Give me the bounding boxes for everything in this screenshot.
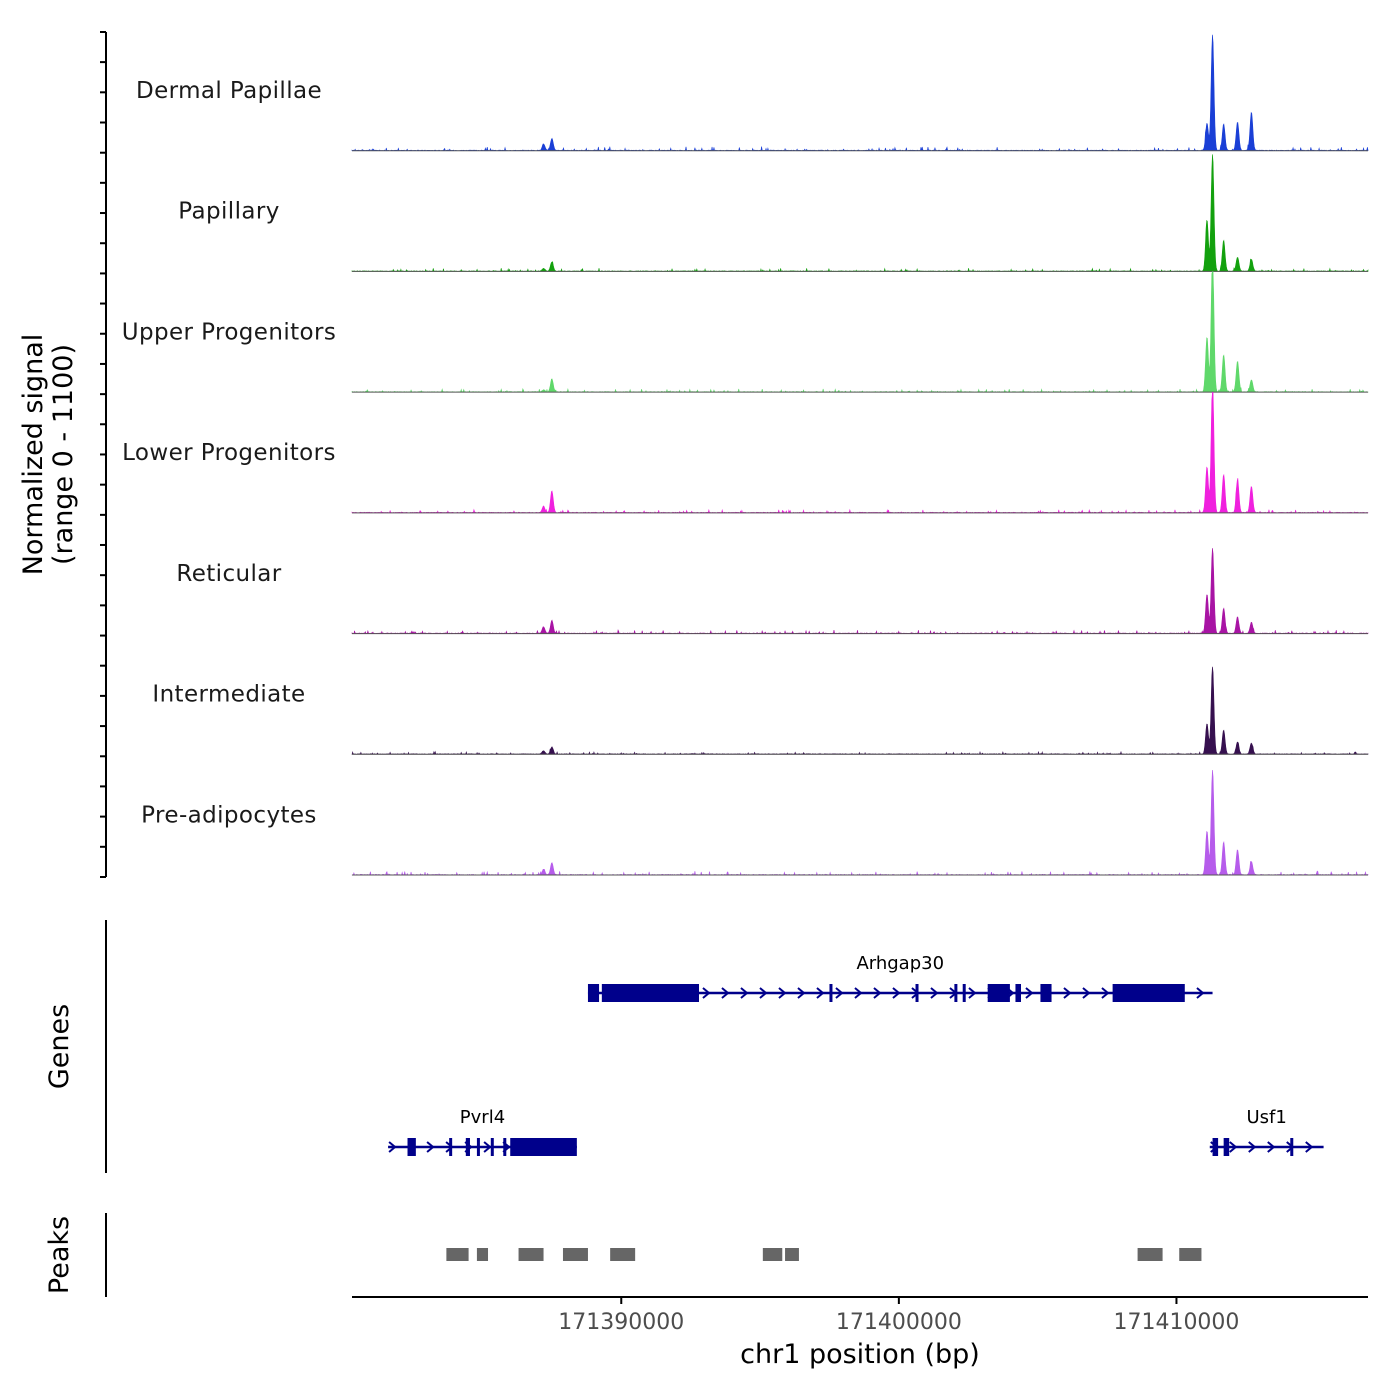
peaks-axis-label: Peaks <box>44 1216 75 1294</box>
signal-panel: Normalized signal(range 0 - 1100) Dermal … <box>18 31 1369 878</box>
signal-area <box>351 769 1369 877</box>
signal-axis-label: Normalized signal(range 0 - 1100) <box>18 334 79 576</box>
genes-axis-label: Genes <box>44 1004 75 1089</box>
signal-area <box>351 548 1369 635</box>
strand-arrow <box>1267 1141 1276 1153</box>
strand-arrow <box>835 987 844 999</box>
peak-region <box>518 1248 544 1261</box>
track-label: Intermediate <box>152 682 305 708</box>
track-intermediate: Intermediate <box>152 666 1369 756</box>
exon <box>407 1138 416 1156</box>
peak-region <box>1179 1248 1202 1261</box>
exon <box>490 1138 494 1156</box>
exon <box>476 1138 480 1156</box>
strand-arrow <box>1305 1141 1314 1153</box>
peak-region <box>1137 1248 1163 1261</box>
exon <box>829 984 833 1002</box>
x-tick-label: 171410000 <box>1113 1310 1239 1335</box>
track-pre-adipocytes: Pre-adipocytes <box>141 769 1369 877</box>
peak-region <box>610 1248 636 1261</box>
genes-panel: Genes Arhgap30 Pvrl4 Usf1 <box>44 920 1324 1173</box>
exon <box>954 984 958 1002</box>
strand-arrow <box>1025 987 1034 999</box>
track-label: Reticular <box>176 561 281 587</box>
strand-arrow <box>1101 987 1110 999</box>
peak-region <box>476 1248 489 1261</box>
strand-arrow <box>388 1141 397 1153</box>
strand-arrow <box>854 987 863 999</box>
track-reticular: Reticular <box>176 548 1369 635</box>
gene-label: Arhgap30 <box>856 953 944 974</box>
x-axis: 171390000 171400000 171410000 chr1 position… <box>352 1296 1368 1370</box>
track-label: Pre-adipocytes <box>141 802 317 828</box>
exon <box>601 984 699 1002</box>
peak-region <box>562 1248 588 1261</box>
strand-arrow <box>778 987 787 999</box>
signal-area <box>351 34 1369 152</box>
signal-axis-label-line2: (range 0 - 1100) <box>48 344 79 565</box>
exon <box>1040 984 1052 1002</box>
signal-area <box>351 154 1369 273</box>
strand-arrow <box>759 987 768 999</box>
exon <box>987 984 1010 1002</box>
strand-arrow <box>1082 987 1091 999</box>
strand-arrow <box>797 987 806 999</box>
strand-arrow <box>873 987 882 999</box>
gene-pvrl4: Pvrl4 <box>388 1107 577 1156</box>
exon <box>587 984 600 1002</box>
peak-region <box>785 1248 799 1261</box>
x-axis-label: chr1 position (bp) <box>740 1339 980 1370</box>
strand-arrow <box>1196 987 1205 999</box>
strand-arrow <box>816 987 825 999</box>
track-label: Upper Progenitors <box>122 319 337 345</box>
peak-region <box>762 1248 783 1261</box>
signal-area <box>351 666 1369 756</box>
signal-area <box>351 271 1369 393</box>
strand-arrow <box>1248 1141 1257 1153</box>
strand-arrow <box>721 987 730 999</box>
exon <box>915 984 919 1002</box>
exon <box>449 1138 453 1156</box>
strand-arrow <box>968 987 977 999</box>
track-papillary: Papillary <box>178 154 1369 273</box>
x-tick-label: 171400000 <box>836 1310 962 1335</box>
strand-arrow <box>1063 987 1072 999</box>
exon <box>510 1138 577 1156</box>
track-label: Dermal Papillae <box>136 78 322 104</box>
track-lower-progenitors: Lower Progenitors <box>122 392 1369 514</box>
peaks-panel: Peaks <box>44 1213 1202 1297</box>
strand-arrow <box>930 987 939 999</box>
gene-usf1: Usf1 <box>1209 1107 1324 1156</box>
x-tick-label: 171390000 <box>558 1310 684 1335</box>
track-upper-progenitors: Upper Progenitors <box>122 271 1369 393</box>
exon <box>465 1138 470 1156</box>
peak-region <box>446 1248 469 1261</box>
gene-label: Usf1 <box>1247 1107 1287 1128</box>
exon <box>1015 984 1022 1002</box>
exon <box>962 984 966 1002</box>
strand-arrow <box>426 1141 435 1153</box>
gene-label: Pvrl4 <box>460 1107 505 1128</box>
strand-arrow <box>892 987 901 999</box>
exon <box>1112 984 1185 1002</box>
track-label: Papillary <box>178 199 279 225</box>
strand-arrow <box>740 987 749 999</box>
strand-arrow <box>483 1141 492 1153</box>
strand-arrow <box>702 987 711 999</box>
track-label: Lower Progenitors <box>122 440 336 466</box>
gene-arhgap30: Arhgap30 <box>587 953 1213 1002</box>
track-dermal-papillae: Dermal Papillae <box>136 34 1369 152</box>
exon <box>1290 1138 1294 1156</box>
signal-axis-label-line1: Normalized signal <box>18 334 49 576</box>
signal-area <box>351 392 1369 514</box>
strand-arrow <box>1229 1141 1238 1153</box>
exon <box>503 1138 507 1156</box>
exon <box>1223 1138 1230 1156</box>
exon <box>1212 1138 1219 1156</box>
